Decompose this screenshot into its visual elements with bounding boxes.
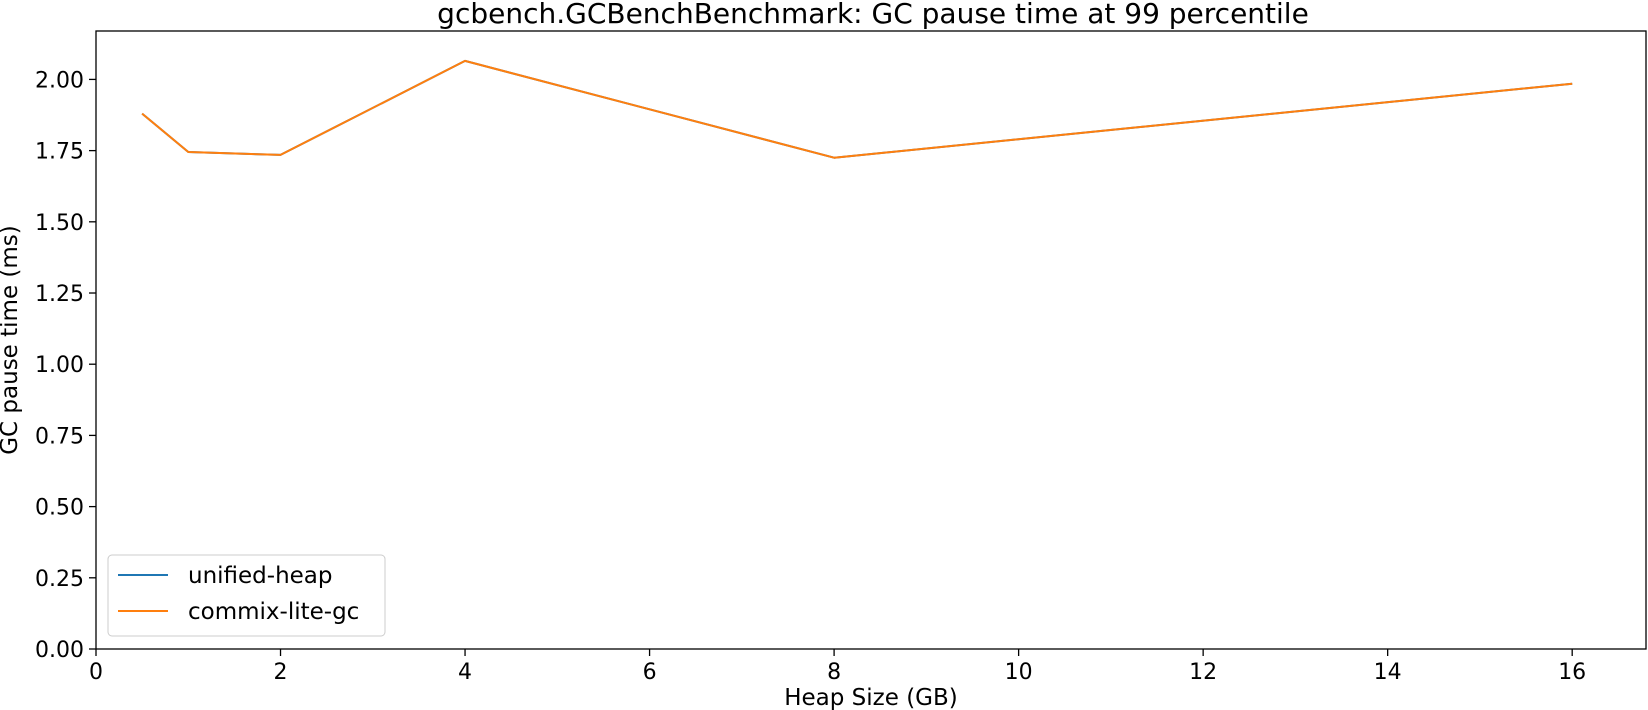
y-tick-label: 1.25	[35, 282, 84, 307]
legend-box	[107, 554, 386, 637]
plot-frame	[95, 30, 1647, 650]
x-tick-label: 2	[274, 660, 288, 685]
x-tick-label: 14	[1374, 660, 1402, 685]
y-axis-label: GC pause time (ms)	[0, 225, 23, 455]
y-tick-label: 0.00	[35, 638, 84, 663]
x-axis-label: Heap Size (GB)	[784, 685, 958, 710]
x-tick-label: 16	[1558, 660, 1586, 685]
legend: unified-heap commix-lite-gc	[107, 554, 386, 637]
x-tick-label: 4	[458, 660, 472, 685]
series-layer	[141, 59, 1573, 159]
y-tick-label: 0.75	[35, 424, 84, 449]
y-tick-label: 0.50	[35, 496, 84, 521]
y-tick-label: 1.00	[35, 353, 84, 378]
x-tick-label: 8	[827, 660, 841, 685]
y-tick-label: 1.75	[35, 140, 84, 165]
legend-label-commix-lite-gc: commix-lite-gc	[188, 599, 359, 625]
y-tick-label: 2.00	[35, 68, 84, 93]
x-tick-label: 6	[643, 660, 657, 685]
x-tick-label: 10	[1005, 660, 1033, 685]
x-axis: 0 2 4 6 8 10 12 14 16	[89, 649, 1586, 685]
chart-title: gcbench.GCBenchBenchmark: GC pause time …	[437, 0, 1309, 30]
legend-label-unified-heap: unified-heap	[188, 563, 333, 589]
y-tick-label: 0.25	[35, 567, 84, 592]
y-axis: 0.00 0.25 0.50 0.75 1.00 1.25 1.50 1.75 2.00	[35, 68, 96, 663]
series-line-unified-heap	[141, 59, 1573, 159]
x-tick-label: 12	[1189, 660, 1217, 685]
y-tick-label: 1.50	[35, 211, 84, 236]
x-tick-label: 0	[89, 660, 103, 685]
series-line-commix-lite-gc	[141, 59, 1573, 159]
